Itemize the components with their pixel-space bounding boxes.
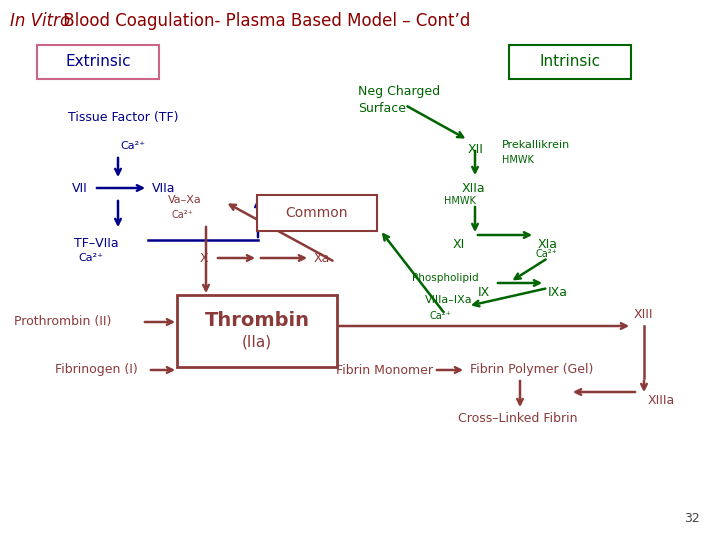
Text: VII: VII: [72, 181, 88, 194]
Text: Thrombin: Thrombin: [204, 310, 310, 329]
Text: XIa: XIa: [538, 238, 558, 251]
Text: Ca²⁺: Ca²⁺: [78, 253, 103, 263]
Text: VIIIa–IXa: VIIIa–IXa: [425, 295, 472, 305]
FancyBboxPatch shape: [37, 45, 159, 79]
Text: HMWK: HMWK: [444, 196, 476, 206]
Text: Surface: Surface: [358, 102, 406, 114]
Text: X: X: [200, 252, 209, 265]
Text: 32: 32: [684, 512, 700, 525]
Text: Neg Charged: Neg Charged: [358, 85, 440, 98]
Text: XII: XII: [468, 143, 484, 156]
Text: XIIa: XIIa: [462, 182, 485, 195]
Text: VIIa: VIIa: [152, 181, 176, 194]
Text: Phospholipid: Phospholipid: [412, 273, 479, 283]
Text: In Vitro: In Vitro: [10, 12, 70, 30]
Text: Fibrin Monomer: Fibrin Monomer: [336, 363, 433, 376]
Text: Prothrombin (II): Prothrombin (II): [14, 315, 112, 328]
Text: Extrinsic: Extrinsic: [66, 55, 131, 70]
Text: Prekallikrein: Prekallikrein: [502, 140, 570, 150]
Text: Ca²⁺: Ca²⁺: [430, 311, 452, 321]
Text: Fibrin Polymer (Gel): Fibrin Polymer (Gel): [470, 363, 593, 376]
Text: Va–Xa: Va–Xa: [168, 195, 202, 205]
FancyBboxPatch shape: [509, 45, 631, 79]
Text: Fibrinogen (I): Fibrinogen (I): [55, 363, 138, 376]
FancyBboxPatch shape: [257, 195, 377, 231]
Text: Ca²⁺: Ca²⁺: [535, 249, 557, 259]
Text: Ca²⁺: Ca²⁺: [172, 210, 194, 220]
Text: XIIIa: XIIIa: [648, 394, 675, 407]
Text: Common: Common: [286, 206, 348, 220]
Text: Xa: Xa: [314, 252, 330, 265]
Text: Tissue Factor (TF): Tissue Factor (TF): [68, 111, 179, 125]
Text: IXa: IXa: [548, 286, 568, 299]
Text: IX: IX: [478, 286, 490, 299]
Text: (IIa): (IIa): [242, 334, 272, 349]
Text: XI: XI: [453, 238, 465, 251]
Text: Cross–Linked Fibrin: Cross–Linked Fibrin: [458, 411, 577, 424]
Text: TF–VIIa: TF–VIIa: [74, 237, 119, 250]
Text: Intrinsic: Intrinsic: [539, 55, 600, 70]
Text: Ca²⁺: Ca²⁺: [120, 141, 145, 151]
FancyBboxPatch shape: [177, 295, 337, 367]
Text: HMWK: HMWK: [502, 155, 534, 165]
Text: Blood Coagulation- Plasma Based Model – Cont’d: Blood Coagulation- Plasma Based Model – …: [58, 12, 470, 30]
Text: XIII: XIII: [634, 308, 654, 321]
